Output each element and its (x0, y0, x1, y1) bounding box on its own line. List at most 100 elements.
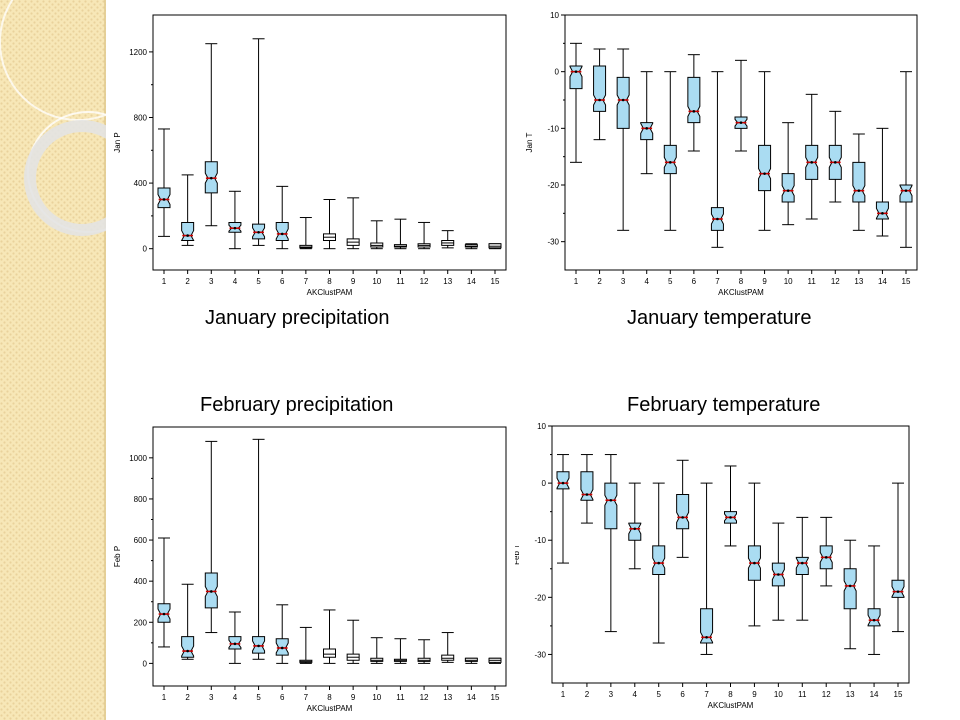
box-10 (370, 637, 384, 664)
median-marker (233, 226, 237, 230)
median-marker (810, 161, 814, 164)
box-1 (556, 454, 570, 564)
x-tick-label: 14 (467, 693, 476, 702)
y-tick-label: 800 (134, 495, 148, 504)
decor-ring-thick (24, 120, 106, 236)
box-13 (852, 133, 866, 231)
x-tick-label: 5 (656, 690, 661, 699)
x-tick-label: 1 (162, 693, 167, 702)
box-body (556, 471, 570, 490)
x-tick-label: 6 (280, 693, 285, 702)
box-4 (640, 71, 654, 175)
box-body (569, 65, 583, 90)
median-marker (763, 172, 766, 175)
median-marker (681, 516, 684, 519)
x-tick-label: 1 (574, 277, 579, 286)
x-tick-label: 3 (209, 693, 214, 702)
median-marker (881, 212, 884, 215)
caption-january-temperature: January temperature (627, 307, 812, 329)
y-tick-label: -30 (534, 650, 546, 659)
x-tick-label: 1 (162, 277, 167, 286)
x-tick-label: 3 (621, 277, 626, 286)
median-marker (162, 612, 166, 616)
x-tick-label: 5 (256, 693, 261, 702)
box-2 (580, 454, 594, 524)
x-tick-label: 4 (633, 690, 638, 699)
median-marker (561, 481, 565, 485)
box-11 (805, 93, 819, 220)
median-marker (668, 161, 672, 164)
x-tick-label: 12 (831, 277, 840, 286)
x-tick-label: 3 (209, 277, 214, 286)
decorative-stripe (0, 0, 106, 720)
x-tick-label: 15 (491, 693, 500, 702)
box-body (795, 556, 809, 575)
box-12 (417, 639, 431, 664)
box-8 (323, 609, 336, 664)
plot-frame (551, 425, 910, 684)
median-marker (800, 561, 804, 565)
x-tick-label: 10 (372, 277, 381, 286)
x-tick-label: 7 (715, 277, 720, 286)
box-6 (275, 185, 289, 250)
x-axis-label: AKClustPAM (718, 288, 764, 297)
box-1 (157, 537, 171, 648)
median-marker (824, 556, 828, 559)
y-tick-label: -20 (534, 593, 546, 602)
caption-february-temperature: February temperature (627, 394, 821, 416)
box-4 (228, 190, 242, 250)
median-marker (904, 189, 908, 192)
x-tick-label: 8 (327, 693, 332, 702)
y-axis-label: Feb T (515, 544, 521, 565)
box-3 (204, 440, 218, 634)
x-tick-label: 1 (561, 690, 566, 699)
x-tick-label: 15 (894, 690, 903, 699)
box-10 (771, 522, 785, 621)
median-marker (186, 649, 189, 653)
x-tick-label: 11 (396, 277, 405, 286)
box-body (843, 568, 857, 610)
x-tick-label: 2 (185, 693, 190, 702)
x-axis-label: AKClustPAM (307, 288, 353, 297)
median-marker (209, 176, 213, 180)
x-tick-label: 8 (739, 277, 744, 286)
x-tick-label: 9 (351, 277, 356, 286)
box-4 (628, 482, 642, 570)
box-14 (464, 657, 478, 664)
box-15 (891, 482, 905, 633)
box-body (275, 221, 289, 241)
box-7 (299, 626, 313, 664)
median-marker (621, 98, 625, 102)
x-tick-label: 14 (870, 690, 879, 699)
box-9 (346, 197, 360, 250)
y-tick-label: -30 (547, 238, 559, 247)
box-9 (758, 71, 772, 231)
box-body (323, 648, 336, 658)
box-body (464, 657, 478, 662)
box-body (370, 657, 384, 662)
box-8 (724, 465, 737, 547)
x-tick-label: 7 (704, 690, 709, 699)
x-tick-label: 2 (597, 277, 602, 286)
box-1 (157, 128, 171, 237)
box-body (891, 579, 905, 598)
box-10 (370, 220, 384, 250)
box-body (676, 494, 690, 530)
x-tick-label: 12 (822, 690, 831, 699)
median-marker (848, 584, 852, 588)
box-body (867, 608, 881, 627)
box-3 (604, 454, 618, 633)
y-tick-label: 800 (134, 113, 148, 122)
median-marker (257, 230, 260, 234)
median-marker (692, 110, 696, 113)
x-tick-label: 4 (233, 277, 238, 286)
box-body (441, 654, 455, 661)
x-tick-label: 8 (728, 690, 733, 699)
median-marker (896, 590, 900, 593)
x-tick-label: 14 (467, 277, 476, 286)
x-tick-label: 15 (491, 277, 500, 286)
box-body (604, 482, 618, 530)
median-marker (786, 189, 790, 192)
median-marker (633, 527, 637, 531)
